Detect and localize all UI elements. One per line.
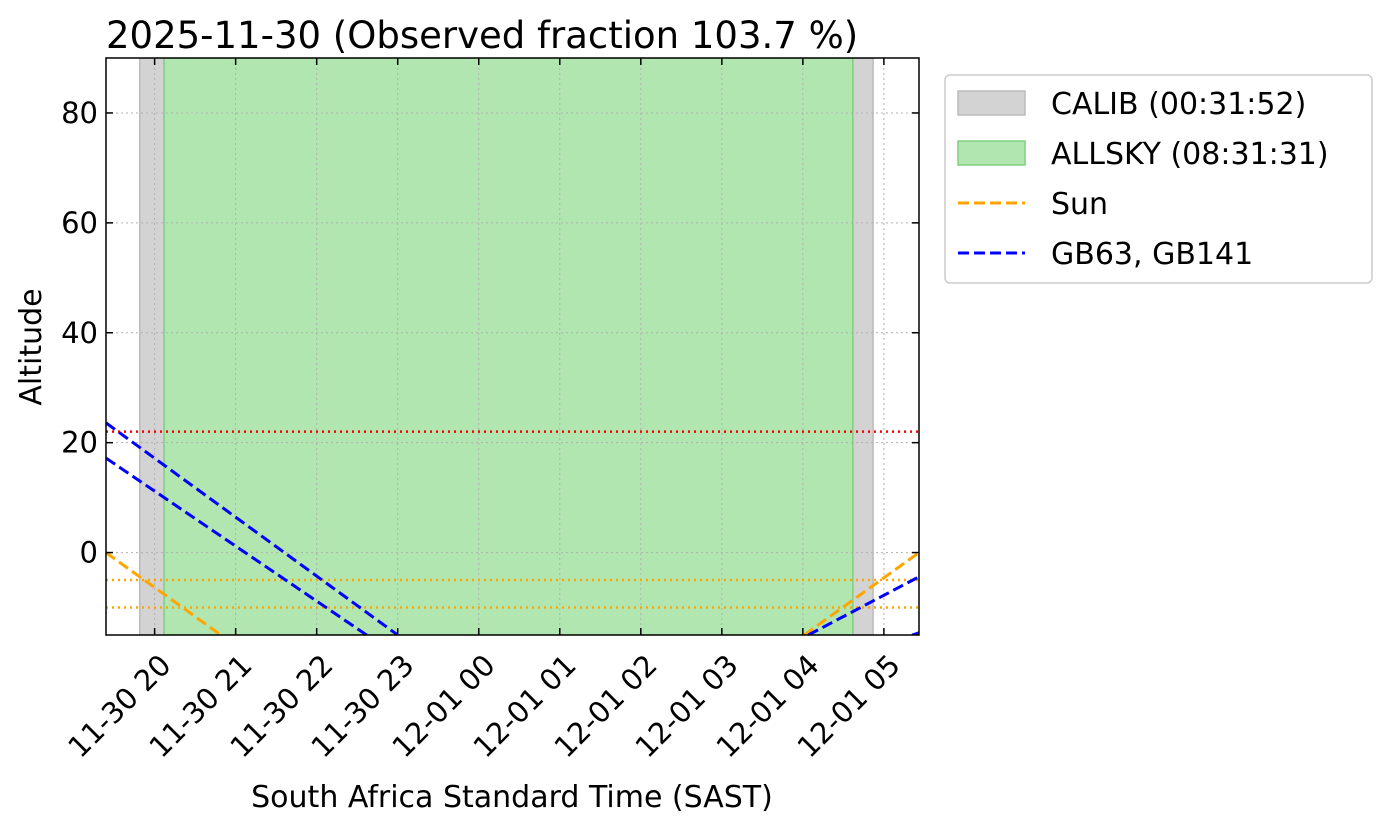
chart-title: 2025-11-30 (Observed fraction 103.7 %): [106, 14, 858, 57]
y-tick-label: 80: [61, 96, 98, 130]
legend: CALIB (00:31:52) ALLSKY (08:31:31) Sun GB63…: [944, 74, 1373, 284]
y-tick-label: 0: [80, 536, 98, 570]
legend-label: CALIB (00:31:52): [1051, 87, 1306, 122]
span-band: [852, 58, 874, 635]
y-tick-label: 60: [61, 206, 98, 240]
x-axis-label: South Africa Standard Time (SAST): [251, 780, 773, 815]
legend-swatch: [957, 140, 1026, 166]
y-tick-label: 20: [61, 426, 98, 460]
legend-label: Sun: [1051, 187, 1108, 222]
series-line: [106, 421, 919, 635]
legend-swatch: [957, 90, 1026, 116]
y-axis-label: Altitude: [14, 288, 49, 405]
series-line: [106, 551, 919, 635]
y-tick-label: 40: [61, 316, 98, 350]
plot-frame: [105, 57, 920, 636]
span-band: [163, 58, 854, 635]
legend-frame: [944, 74, 1373, 284]
span-band: [139, 58, 165, 635]
legend-label: ALLSKY (08:31:31): [1051, 137, 1329, 172]
legend-label: GB63, GB141: [1051, 237, 1253, 272]
plot-area: [106, 58, 919, 635]
